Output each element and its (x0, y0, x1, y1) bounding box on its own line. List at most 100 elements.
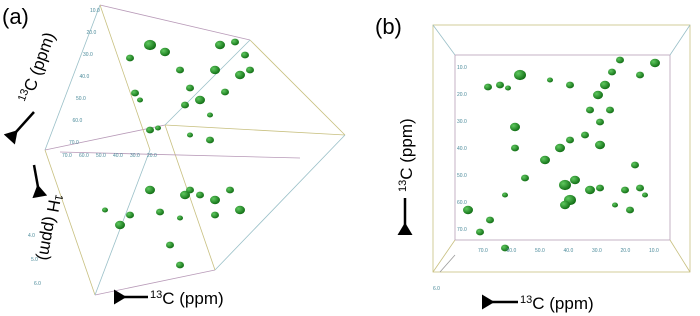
tick-label: 40.0 (113, 153, 123, 159)
axis-text: C (ppm) (397, 118, 416, 179)
peak (102, 207, 108, 213)
tick-label: 60.0 (73, 118, 83, 124)
axis-text: C (ppm) (20, 30, 59, 94)
tick-label: 30.0 (457, 119, 467, 125)
tick-label: 20.0 (457, 92, 467, 98)
peak (608, 68, 616, 76)
peak (559, 179, 571, 191)
peak (626, 206, 634, 214)
peaks (102, 38, 660, 269)
tick-label: 50.0 (535, 248, 545, 254)
peak (145, 185, 155, 195)
peak (596, 184, 604, 192)
peak (180, 190, 190, 200)
peak (521, 174, 529, 182)
peak (115, 220, 125, 230)
peak (215, 40, 225, 50)
tick-label: 70.0 (62, 153, 72, 159)
peak (146, 126, 154, 134)
tick-label: 60.0 (79, 153, 89, 159)
peak (502, 192, 508, 198)
peak (636, 71, 644, 79)
peak (596, 118, 604, 126)
tick-label: 40.0 (457, 146, 467, 152)
tick-label: 10.0 (90, 8, 100, 14)
tick-label: 20.0 (147, 153, 157, 159)
peak (137, 97, 143, 103)
peak (235, 70, 245, 80)
peak (166, 241, 174, 249)
tick-label: 6.0 (34, 281, 41, 287)
axis-label: 13C (ppm) (520, 294, 594, 313)
tick-label: 5.0 (31, 257, 38, 263)
tick-label: 50.0 (457, 173, 467, 179)
superscript: 13 (520, 294, 532, 306)
superscript: 1 (52, 194, 65, 202)
tick-label: 30.0 (592, 248, 602, 254)
tick-label: 10.0 (649, 248, 659, 254)
peak (186, 84, 194, 92)
peak (612, 202, 618, 208)
peak (207, 112, 213, 118)
peak (210, 195, 220, 205)
panel-label: (b) (375, 14, 402, 39)
arrows (3, 111, 518, 310)
superscript: 13 (16, 87, 31, 103)
peak (616, 56, 624, 64)
peak (187, 132, 193, 138)
peak (221, 88, 229, 96)
axis-label: 1H (ppm) (34, 192, 64, 262)
peak (642, 192, 648, 198)
tick-label: 50.0 (76, 96, 86, 102)
peak (463, 205, 473, 215)
peak (566, 136, 574, 144)
peak (606, 106, 614, 114)
peak (547, 77, 553, 83)
peak (505, 85, 511, 91)
superscript: 13 (150, 289, 162, 301)
peak (555, 143, 565, 153)
peak (510, 122, 520, 132)
cube-frame-a (44, 4, 346, 296)
peak (235, 205, 245, 215)
peak (476, 228, 484, 236)
peak (484, 83, 492, 91)
peak (514, 69, 526, 81)
peak (246, 66, 254, 74)
axis-text: H (ppm) (34, 198, 63, 262)
peak (581, 131, 589, 139)
peak (540, 155, 550, 165)
peak (650, 58, 660, 68)
tick-label: 30.0 (83, 52, 93, 58)
peak (177, 215, 183, 221)
peak (570, 175, 580, 185)
peak (196, 191, 204, 199)
peak (210, 65, 220, 75)
peak (231, 38, 239, 46)
peak (226, 186, 234, 194)
tick-label: 40.0 (80, 74, 90, 80)
tick-label: 50.0 (96, 153, 106, 159)
peak (131, 89, 139, 97)
axis-text: C (ppm) (532, 294, 593, 313)
tick-label: 70.0 (457, 227, 467, 233)
tick-label: 70.0 (478, 248, 488, 254)
tick-label: 10.0 (457, 65, 467, 71)
peak (511, 144, 519, 152)
peak (600, 80, 610, 90)
tick-label: 4.0 (28, 233, 35, 239)
tick-label: 60.0 (507, 248, 517, 254)
tick-label: 40.0 (564, 248, 574, 254)
peak (176, 261, 184, 269)
peak (593, 90, 603, 100)
tick-label: 20.0 (87, 30, 97, 36)
peak (155, 125, 161, 131)
tick-label: 70.0 (69, 140, 79, 146)
peak (126, 211, 134, 219)
peak (186, 186, 194, 194)
peak (195, 95, 205, 105)
axis-label: 13C (ppm) (16, 30, 59, 106)
peak (176, 66, 184, 74)
peak (486, 216, 494, 224)
